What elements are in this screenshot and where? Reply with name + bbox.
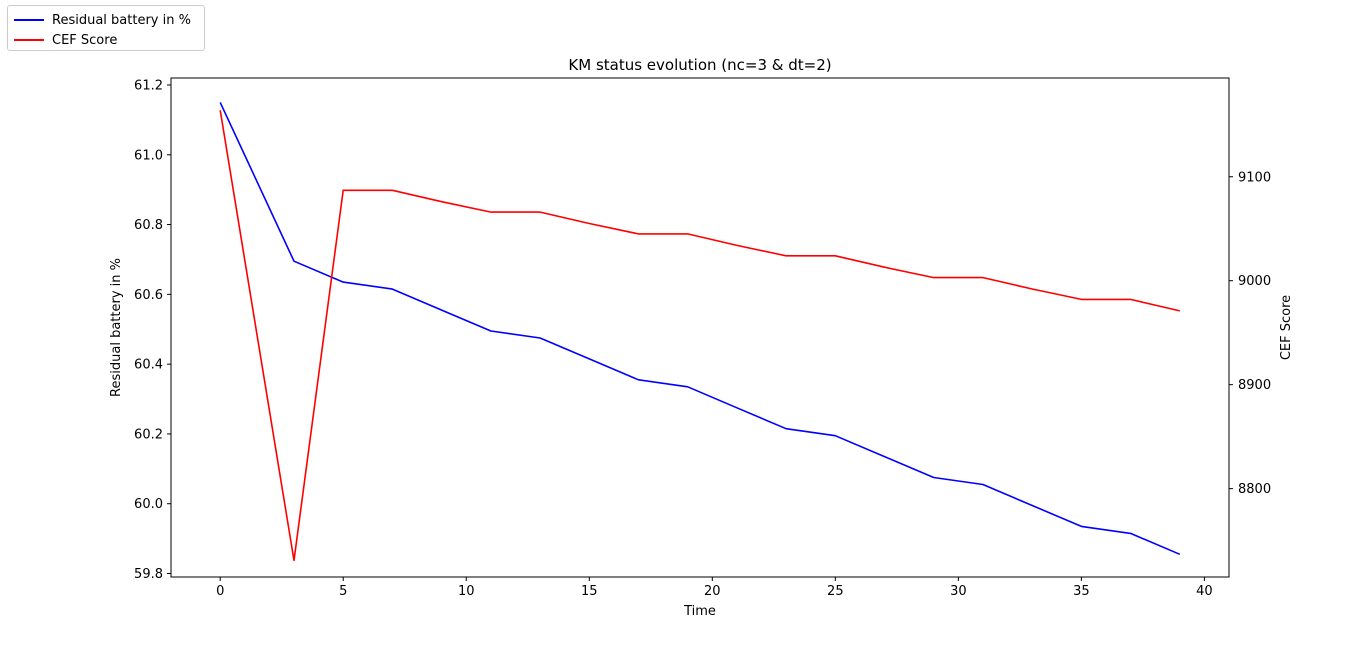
x-tick-label: 40 [1196,584,1213,599]
y-right-tick-label: 8900 [1238,378,1271,393]
y-right-tick-label: 8800 [1238,482,1271,497]
x-tick-label: 30 [950,584,967,599]
legend-swatch-battery [14,19,44,21]
y-left-tick-label: 60.2 [134,427,163,442]
y-left-tick-label: 60.8 [134,218,163,233]
y-left-tick-label: 60.4 [134,358,163,373]
y-left-tick-label: 60.0 [134,497,163,512]
y-left-tick-label: 61.0 [134,148,163,163]
series-line-battery [219,102,1181,556]
x-tick-label: 15 [581,584,598,599]
legend-label-battery: Residual battery in % [52,12,191,28]
x-axis-label: Time [683,604,716,619]
legend-item-cef: CEF Score [14,30,117,50]
chart-title: KM status evolution (nc=3 & dt=2) [568,56,831,74]
x-tick-label: 5 [339,584,347,599]
y-right-tick-label: 9100 [1238,170,1271,185]
x-tick-label: 20 [704,584,721,599]
x-tick-label: 10 [458,584,475,599]
plot-frame [170,77,1230,578]
y-left-tick-label: 61.2 [134,78,163,93]
series-line-cef [219,110,1180,562]
y-axis-label-right: CEF Score [1279,295,1294,360]
y-left-tick-label: 60.6 [134,288,163,303]
legend-label-cef: CEF Score [52,32,118,48]
y-axis-label-left: Residual battery in % [109,258,124,397]
x-tick-label: 0 [216,584,224,599]
legend: Residual battery in % CEF Score [7,5,205,51]
x-tick-label: 25 [827,584,844,599]
legend-item-battery: Residual battery in % [14,10,191,30]
x-tick-label: 35 [1073,584,1090,599]
y-left-tick-label: 59.8 [134,567,163,582]
legend-swatch-cef [14,39,44,41]
y-right-tick-label: 9000 [1238,274,1271,289]
